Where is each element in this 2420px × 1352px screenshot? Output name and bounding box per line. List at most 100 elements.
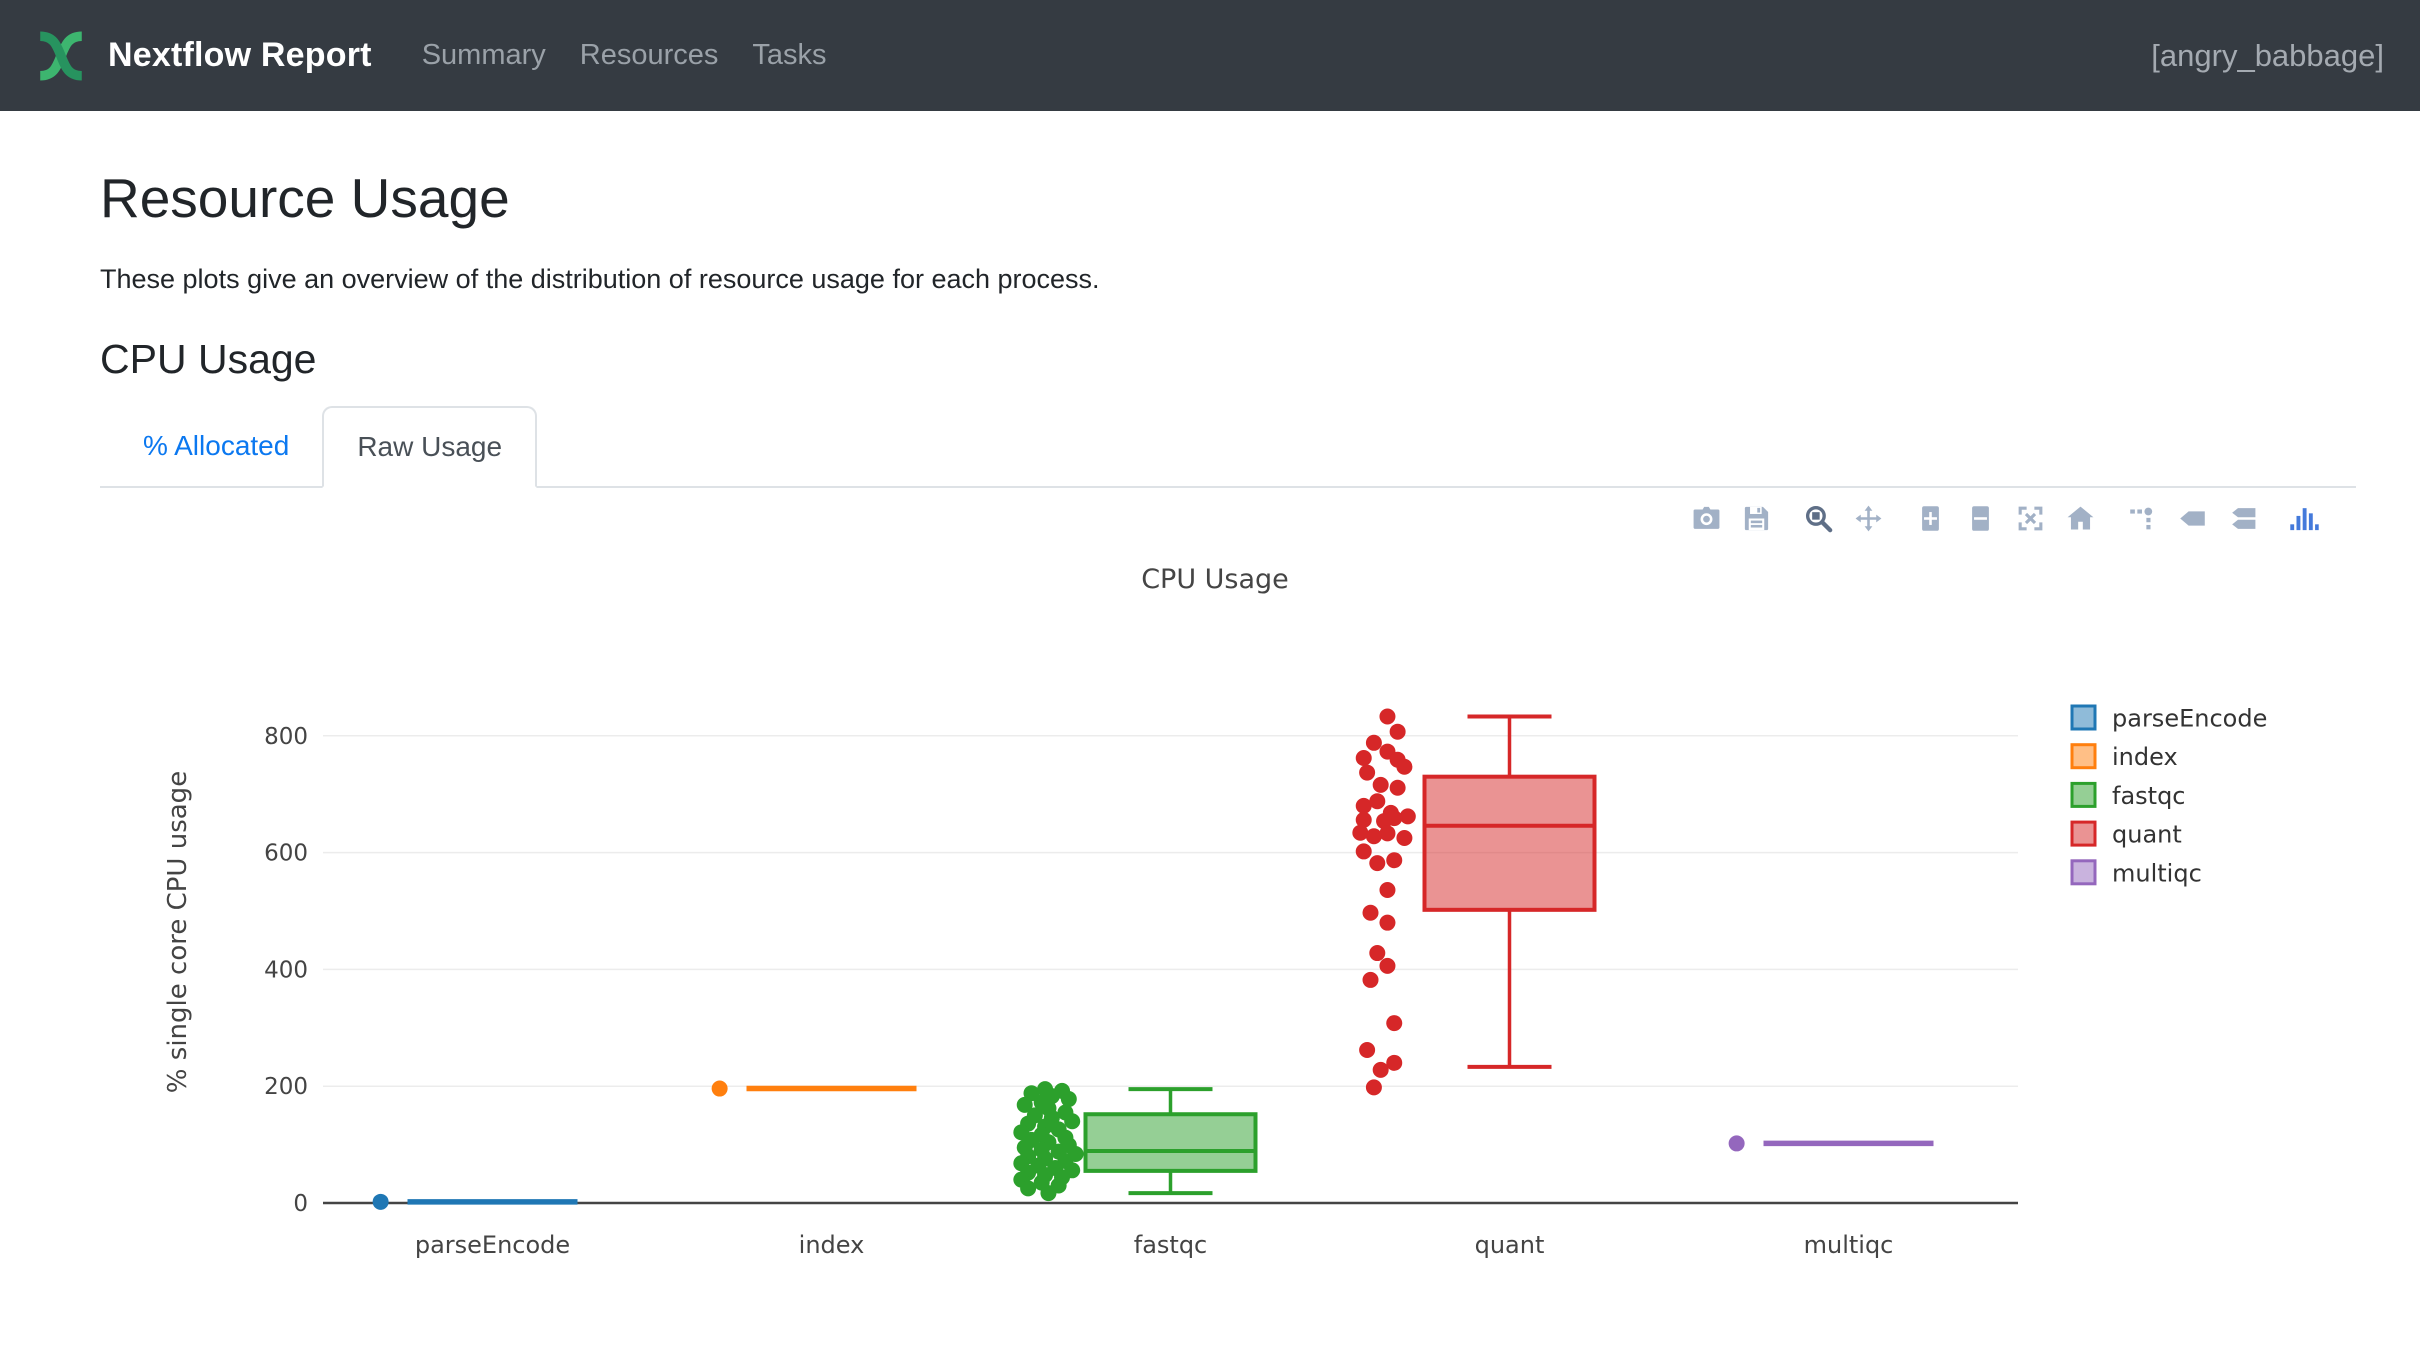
data-point[interactable] <box>1355 797 1372 814</box>
data-point[interactable] <box>1359 1041 1376 1058</box>
save-plot-icon[interactable] <box>1740 502 1772 534</box>
y-tick-label: 400 <box>264 957 308 983</box>
reset-axes-icon[interactable] <box>2064 502 2096 534</box>
zoom-mode-icon[interactable] <box>1802 502 1834 534</box>
box-trace-fastqc[interactable] <box>1013 1081 1258 1202</box>
box-quant[interactable] <box>1422 774 1597 912</box>
data-point[interactable] <box>1389 723 1406 740</box>
data-point[interactable] <box>1369 945 1386 962</box>
x-tick-label: parseEncode <box>415 1231 570 1259</box>
data-point[interactable] <box>1362 904 1379 921</box>
download-plot-icon[interactable] <box>1690 502 1722 534</box>
points-index <box>711 1080 728 1097</box>
hover-compare-icon[interactable] <box>2226 502 2258 534</box>
legend-label: fastqc <box>2112 782 2186 810</box>
data-point[interactable] <box>1386 1054 1403 1071</box>
legend-label: multiqc <box>2112 859 2202 887</box>
legend-item-fastqc[interactable] <box>2070 781 2097 808</box>
zoom-in-icon[interactable] <box>1914 502 1946 534</box>
box-fastqc[interactable] <box>1083 1112 1258 1173</box>
data-point[interactable] <box>1386 852 1403 869</box>
legend-swatch <box>2070 743 2097 770</box>
data-point[interactable] <box>1040 1185 1057 1202</box>
tab-percent-allocated[interactable]: % Allocated <box>143 430 290 461</box>
data-point[interactable] <box>1060 1091 1077 1108</box>
x-tick-label: index <box>799 1231 865 1259</box>
points-quant <box>1352 708 1416 1096</box>
zoom-out-icon[interactable] <box>1964 502 1996 534</box>
data-point[interactable] <box>1352 824 1369 841</box>
data-point[interactable] <box>1369 793 1386 810</box>
legend-item-multiqc[interactable] <box>2070 859 2097 886</box>
data-point[interactable] <box>1016 1096 1033 1113</box>
section-title-cpu-usage: CPU Usage <box>100 336 317 382</box>
data-point[interactable] <box>1020 1180 1037 1197</box>
plotly-logo-icon[interactable] <box>2288 502 2320 534</box>
points-fastqc <box>1013 1081 1084 1202</box>
data-point[interactable] <box>372 1193 389 1210</box>
nav-link-tasks[interactable]: Tasks <box>752 39 827 71</box>
data-point[interactable] <box>1365 828 1382 845</box>
run-name: [angry_babbage] <box>2151 37 2384 73</box>
data-point[interactable] <box>1372 1061 1389 1078</box>
data-point[interactable] <box>1399 808 1416 825</box>
data-point[interactable] <box>1379 881 1396 898</box>
data-point[interactable] <box>1379 708 1396 725</box>
toggle-spikelines-icon[interactable] <box>2126 502 2158 534</box>
data-point[interactable] <box>1369 855 1386 872</box>
modebar-group-zoomscale <box>1914 502 2096 534</box>
data-point[interactable] <box>1365 1079 1382 1096</box>
data-point[interactable] <box>1365 734 1382 751</box>
box-trace-index[interactable] <box>711 1080 917 1097</box>
data-point[interactable] <box>1386 1015 1403 1032</box>
data-point[interactable] <box>1359 764 1376 781</box>
legend-swatch <box>2070 820 2097 847</box>
cpu-usage-box-plot: CPU Usage 0 200 400 600 800 % single core CPU … <box>163 564 2267 1259</box>
box-trace-parseEncode[interactable] <box>372 1193 578 1210</box>
data-point[interactable] <box>1355 749 1372 766</box>
hover-closest-icon[interactable] <box>2176 502 2208 534</box>
nav-link-resources[interactable]: Resources <box>579 39 719 71</box>
tab-raw-usage[interactable]: Raw Usage <box>322 406 538 488</box>
data-point[interactable] <box>1379 825 1396 842</box>
data-point[interactable] <box>1355 843 1372 860</box>
y-tick-label: 200 <box>264 1074 308 1100</box>
box-trace-quant[interactable] <box>1352 708 1597 1096</box>
legend-item-parseEncode[interactable] <box>2070 704 2097 731</box>
data-point[interactable] <box>1379 914 1396 931</box>
data-point[interactable] <box>1396 830 1413 846</box>
data-point[interactable] <box>1389 779 1406 796</box>
legend-swatch <box>2070 781 2097 808</box>
page-title: Resource Usage <box>100 167 510 229</box>
cpu-usage-tabs: % Allocated Raw Usage <box>100 406 2356 488</box>
legend-item-quant[interactable] <box>2070 820 2097 847</box>
page-subtitle: These plots give an overview of the dist… <box>100 264 1100 294</box>
x-tick-label: quant <box>1475 1231 1545 1259</box>
data-point[interactable] <box>1023 1085 1040 1102</box>
pan-mode-icon[interactable] <box>1852 502 1884 534</box>
legend-label: parseEncode <box>2112 705 2267 733</box>
chart-title: CPU Usage <box>1141 564 1289 595</box>
data-point[interactable] <box>1362 971 1379 988</box>
data-point[interactable] <box>1064 1113 1081 1130</box>
nav-link-summary[interactable]: Summary <box>421 39 546 71</box>
data-point[interactable] <box>1728 1135 1745 1152</box>
x-tick-label: fastqc <box>1134 1231 1208 1259</box>
y-axis-title: % single core CPU usage <box>163 771 193 1093</box>
data-point[interactable] <box>1379 957 1396 974</box>
y-tick-label: 600 <box>264 841 308 867</box>
data-point[interactable] <box>1372 776 1389 793</box>
legend-item-index[interactable] <box>2070 743 2097 770</box>
data-point[interactable] <box>711 1080 728 1097</box>
modebar-group-dragmode <box>1802 502 1884 534</box>
cpu-usage-plot-container: CPU Usage 0 200 400 600 800 % single core CPU … <box>100 492 2356 1332</box>
data-point[interactable] <box>1396 758 1413 775</box>
box-trace-multiqc[interactable] <box>1728 1135 1934 1152</box>
data-point[interactable] <box>1376 813 1393 830</box>
navbar-brand[interactable]: Nextflow Report <box>108 36 372 74</box>
data-point[interactable] <box>1355 811 1372 828</box>
legend-label: index <box>2112 743 2178 771</box>
autoscale-icon[interactable] <box>2014 502 2046 534</box>
modebar-group-export <box>1690 502 1772 534</box>
